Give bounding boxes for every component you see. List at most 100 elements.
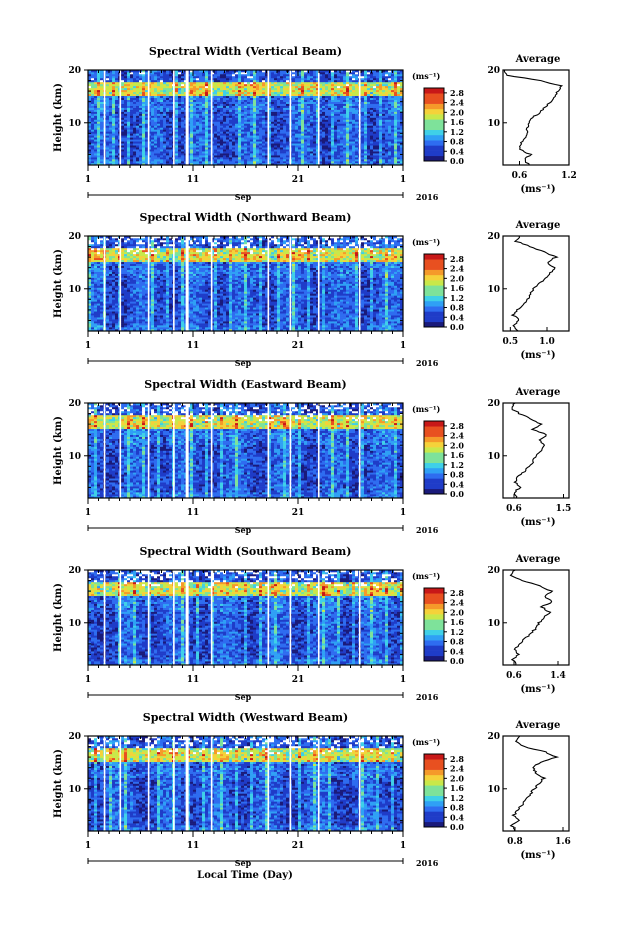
average-x-tick-label: 1.4 — [550, 671, 566, 681]
colorbar-segment — [424, 421, 444, 427]
average-y-tick-label: 10 — [487, 452, 500, 462]
colorbar-segment — [424, 322, 444, 328]
month-label: Sep — [235, 692, 252, 702]
average-y-tick-label: 10 — [487, 119, 500, 129]
colorbar-tick-label: 2.8 — [450, 254, 464, 264]
colorbar-segment — [424, 114, 444, 120]
average-x-tick-label: 1.2 — [561, 171, 577, 181]
average-y-tick-label: 10 — [487, 785, 500, 795]
colorbar-tick-label: 2.4 — [450, 598, 464, 608]
y-axis-label: Height (km) — [53, 83, 64, 152]
x-tick-label: 1 — [400, 341, 406, 351]
year-label: 2016 — [416, 358, 439, 368]
average-x-axis-label: (ms⁻¹) — [520, 517, 555, 528]
colorbar-segment — [424, 426, 444, 432]
x-tick-label: 1 — [85, 841, 91, 851]
y-axis-label: Height (km) — [53, 583, 64, 652]
average-y-tick-label: 10 — [487, 285, 500, 295]
colorbar-segment — [424, 806, 444, 812]
average-y-tick-label: 20 — [487, 732, 500, 742]
average-x-tick-label: 1.6 — [555, 837, 571, 847]
colorbar-tick-label: 0.4 — [450, 146, 464, 156]
colorbar-segment — [424, 764, 444, 770]
colorbar-segment — [424, 264, 444, 270]
colorbar-segment — [424, 140, 444, 146]
y-tick-label: 10 — [68, 285, 81, 295]
x-tick-label: 21 — [292, 841, 305, 851]
colorbar-segment — [424, 811, 444, 817]
colorbar-segment — [424, 796, 444, 802]
colorbar-segment — [424, 630, 444, 636]
x-tick-label: 21 — [292, 175, 305, 185]
panel-2: Spectral Width (Northward Beam)1020Heigh… — [53, 211, 569, 368]
x-tick-label: 1 — [400, 675, 406, 685]
year-label: 2016 — [416, 525, 439, 535]
x-tick-label: 1 — [400, 508, 406, 518]
heatmap-image — [88, 403, 403, 498]
colorbar-segment — [424, 463, 444, 469]
colorbar-tick-label: 2.4 — [450, 264, 464, 274]
month-label: Sep — [235, 358, 252, 368]
colorbar-tick-label: 0.4 — [450, 312, 464, 322]
panel-3: Spectral Width (Eastward Beam)1020Height… — [53, 378, 571, 535]
x-tick-label: 21 — [292, 341, 305, 351]
colorbar-tick-label: 1.6 — [450, 450, 464, 460]
colorbar-segment — [424, 296, 444, 302]
colorbar-segment — [424, 754, 444, 760]
colorbar-tick-label: 1.6 — [450, 283, 464, 293]
colorbar-segment — [424, 640, 444, 646]
colorbar-tick-label: 0.0 — [450, 822, 464, 832]
panel-5: Spectral Width (Westward Beam)1020Height… — [53, 711, 571, 868]
x-tick-label: 11 — [187, 175, 200, 185]
colorbar-tick-label: 1.6 — [450, 783, 464, 793]
y-tick-label: 20 — [68, 732, 81, 742]
colorbar-segment — [424, 473, 444, 479]
colorbar-tick-label: 2.0 — [450, 107, 464, 117]
colorbar-tick-label: 2.4 — [450, 98, 464, 108]
average-x-tick-label: 0.5 — [502, 337, 518, 347]
colorbar-segment — [424, 780, 444, 786]
month-label: Sep — [235, 858, 252, 868]
colorbar-tick-label: 2.8 — [450, 421, 464, 431]
colorbar-tick-label: 2.4 — [450, 764, 464, 774]
average-y-tick-label: 20 — [487, 566, 500, 576]
colorbar-segment — [424, 93, 444, 99]
average-x-tick-label: 1.0 — [539, 337, 555, 347]
average-y-tick-label: 20 — [487, 399, 500, 409]
colorbar-segment — [424, 442, 444, 448]
colorbar-segment — [424, 785, 444, 791]
colorbar-segment — [424, 775, 444, 781]
colorbar-tick-label: 2.0 — [450, 273, 464, 283]
average-x-tick-label: 0.8 — [507, 837, 523, 847]
colorbar-segment — [424, 431, 444, 437]
y-tick-label: 20 — [68, 66, 81, 76]
year-label: 2016 — [416, 858, 439, 868]
panel-title: Spectral Width (Vertical Beam) — [149, 45, 342, 58]
colorbar-segment — [424, 125, 444, 131]
average-title: Average — [515, 54, 561, 65]
heatmap-image — [88, 236, 403, 331]
average-x-tick-label: 0.6 — [506, 504, 522, 514]
colorbar-unit-label: (ms⁻¹) — [412, 571, 440, 581]
x-tick-label: 11 — [187, 841, 200, 851]
colorbar-unit-label: (ms⁻¹) — [412, 237, 440, 247]
colorbar-segment — [424, 311, 444, 317]
month-label: Sep — [235, 192, 252, 202]
colorbar-segment — [424, 609, 444, 615]
colorbar-segment — [424, 635, 444, 641]
colorbar-segment — [424, 301, 444, 307]
colorbar-unit-label: (ms⁻¹) — [412, 737, 440, 747]
colorbar-segment — [424, 759, 444, 765]
colorbar-segment — [424, 280, 444, 286]
colorbar-unit-label: (ms⁻¹) — [412, 71, 440, 81]
y-tick-label: 10 — [68, 619, 81, 629]
x-tick-label: 11 — [187, 508, 200, 518]
average-title: Average — [515, 554, 561, 565]
average-title: Average — [515, 220, 561, 231]
colorbar-segment — [424, 478, 444, 484]
colorbar-tick-label: 1.6 — [450, 117, 464, 127]
colorbar-segment — [424, 156, 444, 162]
colorbar-segment — [424, 452, 444, 458]
colorbar-tick-label: 2.8 — [450, 88, 464, 98]
